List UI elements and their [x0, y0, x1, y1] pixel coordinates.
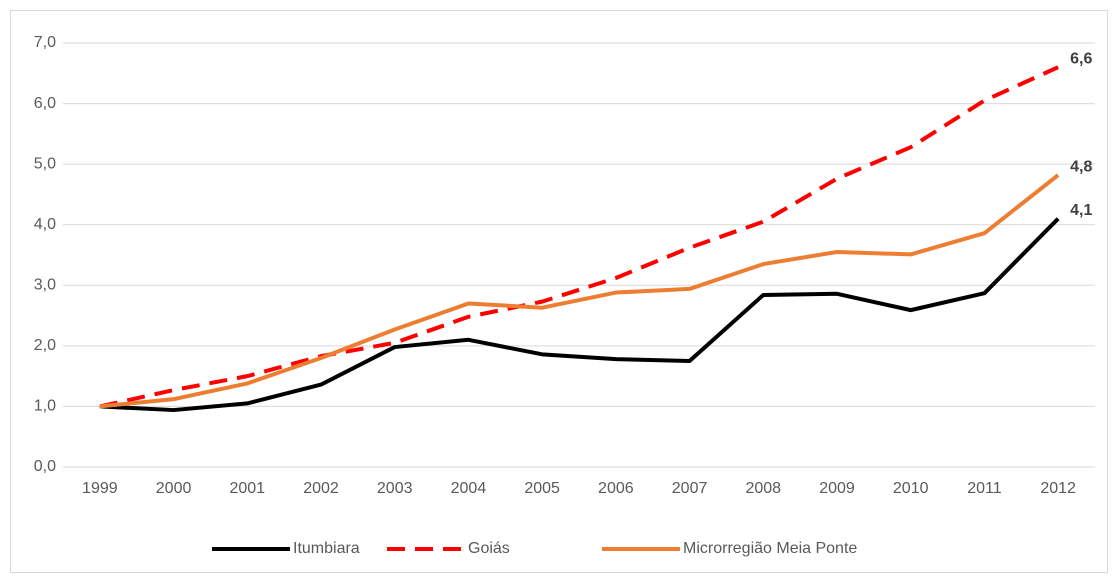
x-tick-label: 2007	[672, 480, 708, 497]
series-line	[99, 173, 1060, 409]
x-tick-label: 2002	[303, 480, 339, 497]
x-tick-label: 2004	[451, 480, 487, 497]
legend-label: Goiás	[468, 540, 510, 557]
y-tick-label: 2,0	[34, 337, 56, 354]
chart-frame	[10, 10, 1108, 573]
series-line	[99, 65, 1059, 409]
x-tick-label: 2009	[819, 480, 855, 497]
x-tick-label: 2011	[967, 480, 1002, 497]
x-tick-label: 2000	[156, 480, 192, 497]
y-tick-label: 0,0	[34, 458, 56, 475]
y-tick-label: 7,0	[34, 34, 56, 51]
y-tick-label: 6,0	[34, 95, 56, 112]
x-tick-label: 2003	[377, 480, 413, 497]
value-label: 4,1	[1070, 202, 1092, 219]
series-line	[99, 217, 1060, 413]
x-tick-label: 2012	[1040, 480, 1076, 497]
legend-label: Itumbiara	[293, 540, 360, 557]
x-tick-label: 2001	[229, 480, 265, 497]
x-tick-label: 2005	[524, 480, 560, 497]
y-tick-label: 5,0	[34, 155, 56, 172]
y-tick-label: 4,0	[34, 216, 56, 233]
y-tick-label: 1,0	[34, 398, 56, 415]
legend-label: Microrregião Meia Ponte	[683, 540, 857, 557]
value-label: 6,6	[1070, 50, 1092, 67]
y-tick-label: 3,0	[34, 277, 56, 294]
x-tick-label: 1999	[82, 480, 118, 497]
x-tick-label: 2010	[893, 480, 929, 497]
value-label: 4,8	[1070, 158, 1092, 175]
x-tick-label: 2008	[745, 480, 781, 497]
x-tick-label: 2006	[598, 480, 634, 497]
